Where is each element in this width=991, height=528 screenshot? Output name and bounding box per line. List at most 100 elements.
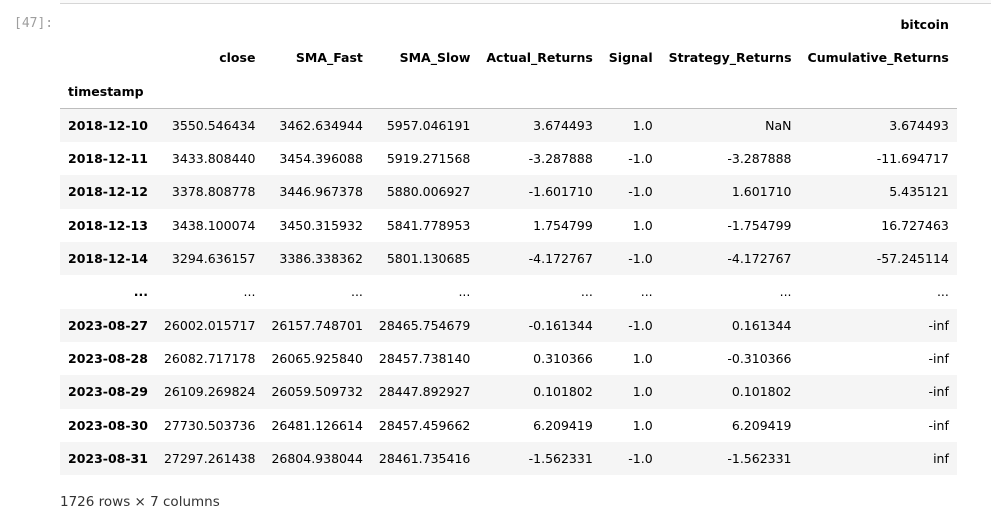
column-header: close	[219, 50, 256, 66]
table-cell: 27730.503736	[163, 417, 256, 433]
table-cell: -1.0	[628, 184, 653, 200]
table-row: 2023-08-31 27297.261438 26804.938044 28461.…	[60, 441, 957, 476]
table-cell: 26065.925840	[271, 350, 363, 366]
column-header: Signal	[608, 50, 653, 66]
table-cell: 26481.126614	[271, 417, 363, 433]
table-cell: -1.601710	[528, 184, 593, 200]
table-row: 2018-12-12 3378.808778 3446.967378 5880.006…	[60, 175, 957, 209]
table-cell: 26109.269824	[163, 384, 256, 400]
table-cell: -inf	[928, 384, 949, 400]
row-index-label: 2023-08-29	[68, 384, 148, 400]
table-cell: 5957.046191	[386, 117, 471, 133]
table-row: 2023-08-30 27730.503736 26481.126614 28457.…	[60, 409, 957, 442]
table-cell: 3438.100074	[171, 217, 256, 233]
row-index-label: 2023-08-27	[68, 317, 148, 333]
table-cell: ...	[779, 284, 792, 300]
dataframe-table: bitcoin close SMA_Fast SMA_Slow Actual_Retu…	[60, 8, 957, 476]
table-cell: -1.0	[628, 450, 653, 466]
table-cell: -11.694717	[876, 151, 949, 167]
table-cell: 5841.778953	[386, 217, 471, 233]
table-row: 2018-12-10 3550.546434 3462.634944 5957.046…	[60, 108, 957, 143]
column-header: Cumulative_Returns	[807, 50, 949, 66]
table-cell: 5.435121	[889, 184, 949, 200]
table-cell: 26082.717178	[163, 350, 256, 366]
table-cell: 3446.967378	[279, 184, 363, 200]
row-index-label: 2018-12-10	[68, 117, 148, 133]
table-cell: -4.172767	[528, 251, 593, 267]
dataframe-shape-footer: 1726 rows × 7 columns	[60, 494, 220, 510]
table-cell: -1.0	[628, 151, 653, 167]
row-index-label: 2018-12-13	[68, 217, 148, 233]
table-cell: 1.0	[632, 117, 653, 133]
table-row: 2018-12-11 3433.808440 3454.396088 5919.271…	[60, 142, 957, 175]
table-cell: -inf	[928, 417, 949, 433]
table-cell: -4.172767	[727, 251, 792, 267]
table-cell: 3462.634944	[279, 117, 363, 133]
table-cell: 1.0	[632, 417, 653, 433]
table-cell: 1.754799	[533, 217, 593, 233]
table-cell: 5880.006927	[386, 184, 471, 200]
table-cell: 1.0	[632, 384, 653, 400]
table-cell: 28457.459662	[378, 417, 471, 433]
row-index-label: 2018-12-11	[68, 151, 148, 167]
dataframe-output: bitcoin close SMA_Fast SMA_Slow Actual_Retu…	[60, 8, 957, 476]
table-cell: 0.101802	[533, 384, 593, 400]
table-cell: -57.245114	[876, 251, 949, 267]
table-cell: -1.0	[628, 251, 653, 267]
header-row-columns: close SMA_Fast SMA_Slow Actual_Returns Signa…	[60, 41, 957, 74]
table-cell: -3.287888	[528, 151, 593, 167]
column-header: Actual_Returns	[486, 50, 593, 66]
table-body: 2018-12-10 3550.546434 3462.634944 5957.046…	[60, 108, 957, 476]
row-index-label: ...	[133, 284, 148, 300]
table-cell: 1.601710	[731, 184, 792, 200]
cell-top-border	[60, 0, 991, 4]
table-cell: ...	[936, 284, 949, 300]
table-cell: -inf	[928, 317, 949, 333]
table-cell: 3454.396088	[279, 151, 363, 167]
table-cell: 3386.338362	[279, 251, 363, 267]
table-cell: inf	[933, 450, 949, 466]
table-cell: NaN	[765, 117, 792, 133]
execution-count-prompt: [47]:	[14, 16, 54, 31]
table-cell: 6.209419	[731, 417, 792, 433]
table-cell: 0.101802	[731, 384, 792, 400]
row-index-label: 2018-12-12	[68, 184, 148, 200]
column-header: Strategy_Returns	[668, 50, 792, 66]
table-row: 2018-12-13 3438.100074 3450.315932 5841.778…	[60, 209, 957, 242]
table-cell: 26157.748701	[271, 317, 363, 333]
table-cell: 28465.754679	[378, 317, 471, 333]
column-header: SMA_Fast	[295, 50, 363, 66]
table-cell: 1.0	[632, 350, 653, 366]
table-row: 2018-12-14 3294.636157 3386.338362 5801.130…	[60, 242, 957, 276]
row-index-label: 2023-08-31	[68, 450, 148, 466]
row-index-label: 2023-08-28	[68, 350, 148, 366]
table-cell: 0.161344	[731, 317, 792, 333]
table-cell: -1.0	[628, 317, 653, 333]
table-cell: 5919.271568	[386, 151, 471, 167]
table-cell: 3550.546434	[171, 117, 256, 133]
table-cell: 3.674493	[889, 117, 949, 133]
table-row: 2023-08-28 26082.717178 26065.925840 28457.…	[60, 342, 957, 375]
table-cell: ...	[640, 284, 653, 300]
table-cell: ...	[458, 284, 471, 300]
table-cell: 27297.261438	[163, 450, 256, 466]
table-row: 2023-08-27 26002.015717 26157.748701 28465.…	[60, 308, 957, 342]
table-cell: 26002.015717	[163, 317, 256, 333]
table-cell: -1.754799	[727, 217, 792, 233]
row-index-label: 2023-08-30	[68, 417, 148, 433]
table-cell: ...	[350, 284, 363, 300]
table-cell: 1.0	[632, 217, 653, 233]
table-cell: 26059.509732	[271, 384, 363, 400]
table-cell: 6.209419	[533, 417, 593, 433]
table-cell: -0.161344	[528, 317, 593, 333]
table-cell: 28447.892927	[378, 384, 471, 400]
table-cell: 28457.738140	[378, 350, 471, 366]
column-header: SMA_Slow	[399, 50, 471, 66]
table-cell: ...	[580, 284, 593, 300]
table-cell: 3378.808778	[171, 184, 256, 200]
header-row-level0: bitcoin	[60, 8, 957, 41]
table-cell: -1.562331	[528, 450, 593, 466]
header-blank	[60, 41, 156, 74]
table-row: 2023-08-29 26109.269824 26059.509732 28447.…	[60, 375, 957, 409]
table-cell: ...	[243, 284, 256, 300]
